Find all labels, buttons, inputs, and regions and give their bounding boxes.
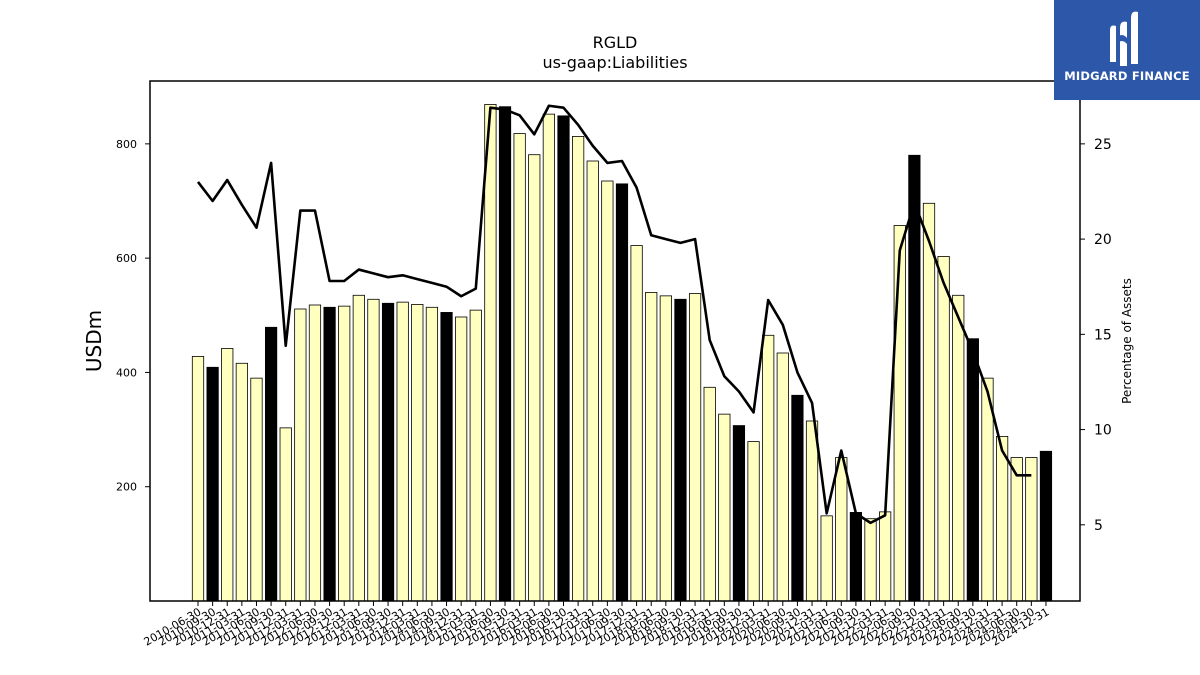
bar-2023-03-31: [937, 256, 950, 602]
bar-2012-06-30: [308, 304, 322, 602]
x-axis: 2010-06-302010-09-302010-12-312011-03-31…: [142, 601, 1051, 649]
bar-2022-06-30: [893, 225, 906, 602]
bar-2023-06-30: [952, 294, 965, 602]
bar-2012-12-31: [338, 305, 351, 602]
bar-2018-09-30: [674, 298, 687, 602]
bar-2024-03-31: [996, 436, 1009, 602]
y-tick-label: 800: [116, 138, 137, 151]
bar-2013-06-30: [367, 298, 380, 602]
bar-series: [191, 104, 1053, 602]
midgard-finance-logo: MIDGARD FINANCE: [1054, 0, 1200, 100]
right-axis: 5 10 15 20 25: [1080, 137, 1112, 534]
y2-tick-label: 10: [1094, 423, 1112, 439]
bar-2014-03-31: [411, 304, 424, 602]
bar-2015-12-31: [513, 133, 526, 602]
bar-2010-06-30: [191, 356, 205, 602]
bar-2024-06-30: [1010, 457, 1023, 602]
bar-2017-09-30: [615, 183, 629, 602]
bar-2010-09-30: [206, 366, 219, 602]
bar-2017-12-31: [630, 245, 643, 602]
bar-2014-06-30: [425, 306, 439, 602]
bar-2014-12-31: [455, 316, 468, 602]
bar-2020-12-31: [805, 420, 819, 602]
bar-2016-03-31: [528, 154, 541, 602]
bar-2010-12-31: [221, 348, 234, 602]
bar-2015-03-31: [469, 309, 482, 602]
midgard-logo-icon: [1110, 11, 1138, 67]
bar-2020-03-31: [762, 334, 775, 602]
bar-2013-09-30: [381, 302, 395, 602]
bar-2011-12-31: [279, 427, 292, 602]
chart-subtitle: us-gaap:Liabilities: [542, 53, 687, 72]
y2-tick-label: 20: [1094, 232, 1112, 248]
bar-2013-03-31: [352, 294, 365, 602]
bar-2015-06-30: [484, 104, 497, 602]
bar-2016-12-31: [572, 136, 585, 602]
bar-2017-03-31: [586, 160, 599, 602]
bar-2021-12-31: [864, 518, 877, 602]
y2-axis-label: Percentage of Assets: [1120, 278, 1134, 404]
plot-frame: [149, 80, 1081, 602]
bar-2022-12-31: [922, 202, 936, 602]
bar-2012-03-31: [294, 308, 307, 602]
bar-2017-06-30: [601, 180, 614, 602]
bar-2014-09-30: [440, 312, 453, 602]
y-tick-label: 400: [116, 366, 137, 379]
logo-text: MIDGARD FINANCE: [1064, 69, 1190, 83]
bar-2018-03-31: [645, 292, 658, 602]
bar-2011-03-31: [235, 362, 248, 602]
bar-2021-09-30: [849, 512, 863, 602]
bar-2023-09-30: [966, 338, 979, 602]
bar-2020-09-30: [791, 394, 804, 602]
bar-2024-09-30: [1025, 457, 1038, 602]
bar-2018-12-31: [688, 293, 702, 602]
percentage-of-assets-line: [196, 104, 1032, 525]
chart-title: RGLD: [593, 33, 638, 52]
line-series: [196, 104, 1032, 525]
left-axis: 200 400 600 800: [116, 138, 150, 494]
bar-2024-12-31: [1039, 450, 1053, 602]
bar-2016-09-30: [557, 115, 570, 602]
bar-2019-12-31: [747, 441, 760, 602]
y2-tick-label: 15: [1094, 327, 1112, 343]
bar-2013-12-31: [396, 301, 409, 602]
bar-2011-09-30: [264, 326, 278, 602]
y-tick-label: 600: [116, 252, 137, 265]
bar-2022-03-31: [879, 511, 892, 602]
bar-2012-09-30: [323, 306, 336, 602]
y2-tick-label: 25: [1094, 137, 1112, 153]
bar-2016-06-30: [542, 113, 555, 602]
bar-2021-06-30: [835, 457, 848, 602]
y2-tick-label: 5: [1094, 518, 1103, 534]
bar-2021-03-31: [820, 515, 833, 602]
bar-2011-06-30: [250, 377, 263, 602]
bar-2020-06-30: [776, 352, 789, 602]
bar-2019-09-30: [732, 425, 746, 602]
bar-2015-09-30: [498, 106, 512, 602]
bar-2022-09-30: [908, 154, 921, 602]
y-axis-label: USDm: [82, 310, 106, 372]
bar-2018-06-30: [659, 295, 672, 602]
bar-2019-06-30: [718, 413, 731, 602]
bar-2019-03-31: [703, 386, 716, 602]
y-tick-label: 200: [116, 481, 137, 494]
